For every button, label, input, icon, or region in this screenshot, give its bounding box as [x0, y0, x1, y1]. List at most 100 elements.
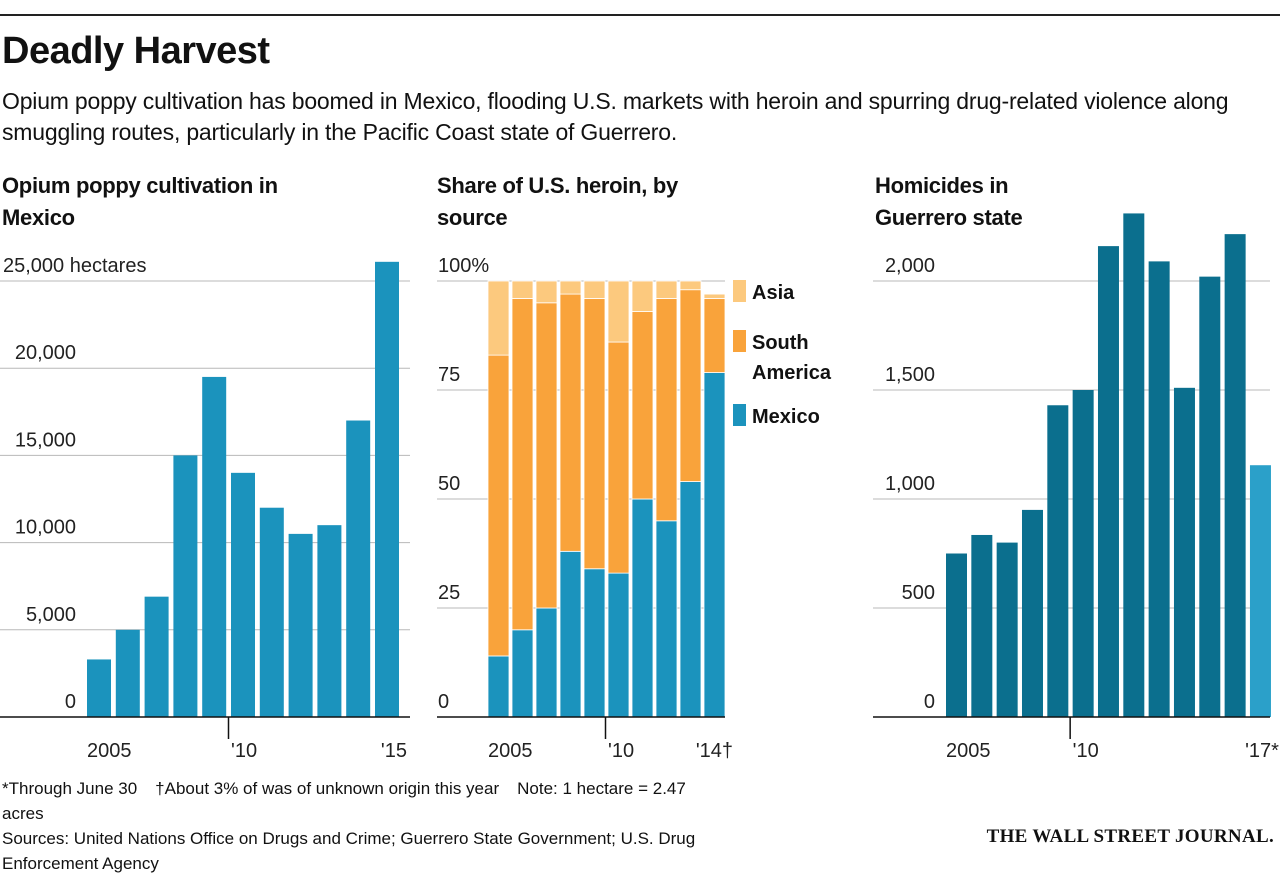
- logo: THE WALL STREET JOURNAL.: [986, 826, 1274, 847]
- x-tick-label: 2005: [87, 740, 132, 762]
- bar-segment: [607, 280, 630, 343]
- y-tick-label: 15,000: [15, 429, 76, 451]
- bar: [173, 455, 198, 717]
- y-tick-label: 20,000: [15, 342, 76, 364]
- y-tick-label: 100%: [438, 255, 489, 277]
- bar: [375, 261, 399, 717]
- bar-segment: [655, 280, 678, 299]
- bar: [1047, 405, 1069, 717]
- bar-segment: [703, 372, 726, 718]
- bar-segment: [511, 298, 534, 631]
- legend-item: Mexico: [733, 402, 852, 432]
- y-tick-label: 50: [438, 473, 460, 495]
- x-tick-label: '14†: [696, 740, 733, 762]
- bar-segment: [655, 298, 678, 522]
- bar: [288, 533, 313, 717]
- x-tick-label: '17*: [1245, 740, 1279, 762]
- bar: [1249, 465, 1271, 717]
- legend-label: Asia: [752, 282, 795, 304]
- bar: [1199, 276, 1221, 717]
- note: *Through June 30: [2, 779, 138, 798]
- y-tick-label: 5,000: [26, 604, 76, 626]
- bar-segment: [583, 568, 606, 718]
- bar: [346, 420, 371, 717]
- bar: [1123, 213, 1145, 718]
- bar-segment: [607, 572, 630, 718]
- legend-swatch: [733, 330, 746, 352]
- legend-label: South America: [752, 332, 831, 384]
- x-tick-label: 2005: [946, 740, 991, 762]
- legend-item: South America: [733, 328, 852, 388]
- bar: [996, 542, 1018, 717]
- note: Note: 1 hectare = 2.47 acres: [2, 779, 686, 823]
- legend-item: Asia: [733, 278, 852, 308]
- bar: [1173, 387, 1195, 717]
- bar-segment: [607, 341, 630, 574]
- bar: [1072, 390, 1094, 717]
- bar: [1021, 509, 1043, 717]
- y-tick-label: 25: [438, 582, 460, 604]
- chart-title: Share of U.S. heroin, by source: [437, 173, 678, 230]
- bar-segment: [511, 280, 534, 299]
- page-subtitle: Opium poppy cultivation has boomed in Me…: [2, 88, 1229, 145]
- top-rule: [0, 14, 1280, 16]
- bar-segment: [631, 280, 654, 312]
- bar: [231, 472, 255, 717]
- bar: [259, 507, 284, 717]
- bar-segment: [511, 629, 534, 718]
- page-title: Deadly Harvest: [2, 30, 270, 72]
- bar: [1148, 261, 1170, 717]
- notes-line: *Through June 30 †About 3% of was of unkn…: [2, 776, 742, 826]
- bar-segment: [559, 280, 582, 295]
- note: †About 3% of was of unknown origin this …: [155, 779, 500, 798]
- bar: [946, 553, 967, 717]
- bar: [87, 659, 111, 717]
- bar: [971, 534, 993, 717]
- bar-segment: [631, 311, 654, 500]
- x-tick-label: 2005: [488, 740, 533, 762]
- bar-segment: [487, 655, 510, 718]
- charts: 0 5,000 10,000 15,000 20,000 25,000 hectares 2…: [0, 213, 1279, 762]
- x-tick-label: '10: [608, 740, 634, 762]
- y-tick-label: 2,000: [885, 255, 935, 277]
- bar-segment: [679, 280, 702, 291]
- footnotes: *Through June 30 †About 3% of was of unkn…: [2, 776, 742, 876]
- y-tick-label: 0: [65, 691, 76, 713]
- y-tick-label: 25,000 hectares: [3, 255, 146, 277]
- bar: [317, 525, 342, 717]
- bar-segment: [583, 280, 606, 299]
- x-tick-label: '10: [1073, 740, 1099, 762]
- page: { "title": "Deadly Harvest", "subtitle":…: [0, 14, 1280, 873]
- bar-segment: [535, 607, 558, 718]
- y-tick-label: 0: [924, 691, 935, 713]
- bar-segment: [703, 298, 726, 373]
- bar: [115, 629, 140, 717]
- y-tick-label: 10,000: [15, 517, 76, 539]
- y-tick-label: 1,500: [885, 364, 935, 386]
- bar-segment: [535, 280, 558, 304]
- bar-segment: [631, 498, 654, 718]
- bar-segment: [679, 289, 702, 482]
- chart-title: Opium poppy cultivation in Mexico: [2, 173, 278, 230]
- y-tick-label: 75: [438, 364, 460, 386]
- x-tick-label: '10: [231, 740, 257, 762]
- y-tick-label: 1,000: [885, 473, 935, 495]
- bar-segment: [535, 302, 558, 609]
- bar-segment: [703, 293, 726, 299]
- bar-segment: [559, 293, 582, 552]
- bar-segment: [655, 520, 678, 718]
- bar: [202, 376, 227, 717]
- legend-swatch: [733, 280, 746, 302]
- bar: [1097, 246, 1119, 717]
- x-tick-label: '15: [381, 740, 407, 762]
- sources: Sources: United Nations Office on Drugs …: [2, 829, 696, 873]
- legend-label: Mexico: [752, 406, 820, 428]
- bar-segment: [679, 481, 702, 718]
- bar-segment: [487, 354, 510, 657]
- y-tick-label: 500: [902, 582, 935, 604]
- legend-swatch: [733, 404, 746, 426]
- bar: [144, 596, 169, 717]
- bar-segment: [583, 298, 606, 570]
- bar-segment: [487, 280, 510, 356]
- bar-segment: [559, 550, 582, 718]
